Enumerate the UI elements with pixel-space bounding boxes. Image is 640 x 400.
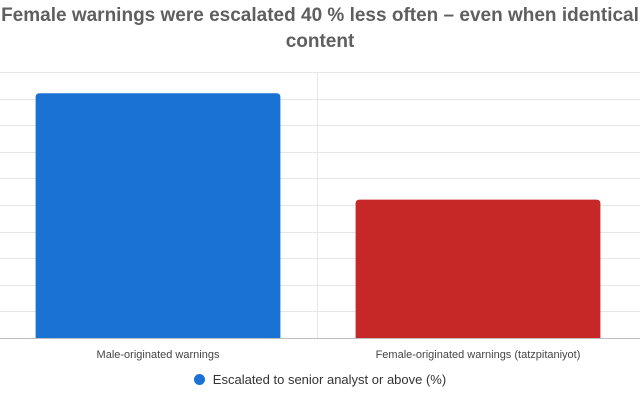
chart-title-line-2: content bbox=[285, 31, 355, 52]
category-labels: Male-originated warnings Female-originate… bbox=[97, 349, 581, 361]
legend[interactable]: Escalated to senior analyst or above (%) bbox=[0, 372, 640, 387]
chart-title-line-1: Female warnings were escalated 40 % less… bbox=[1, 5, 639, 26]
bar-male[interactable] bbox=[35, 93, 281, 338]
legend-label: Escalated to senior analyst or above (%) bbox=[212, 372, 447, 387]
category-label: Female-originated warnings (tatzpitaniyo… bbox=[376, 349, 581, 361]
category-label: Male-originated warnings bbox=[97, 349, 220, 361]
bars bbox=[35, 93, 601, 338]
bar-female[interactable] bbox=[355, 199, 601, 338]
legend-swatch bbox=[193, 374, 205, 385]
